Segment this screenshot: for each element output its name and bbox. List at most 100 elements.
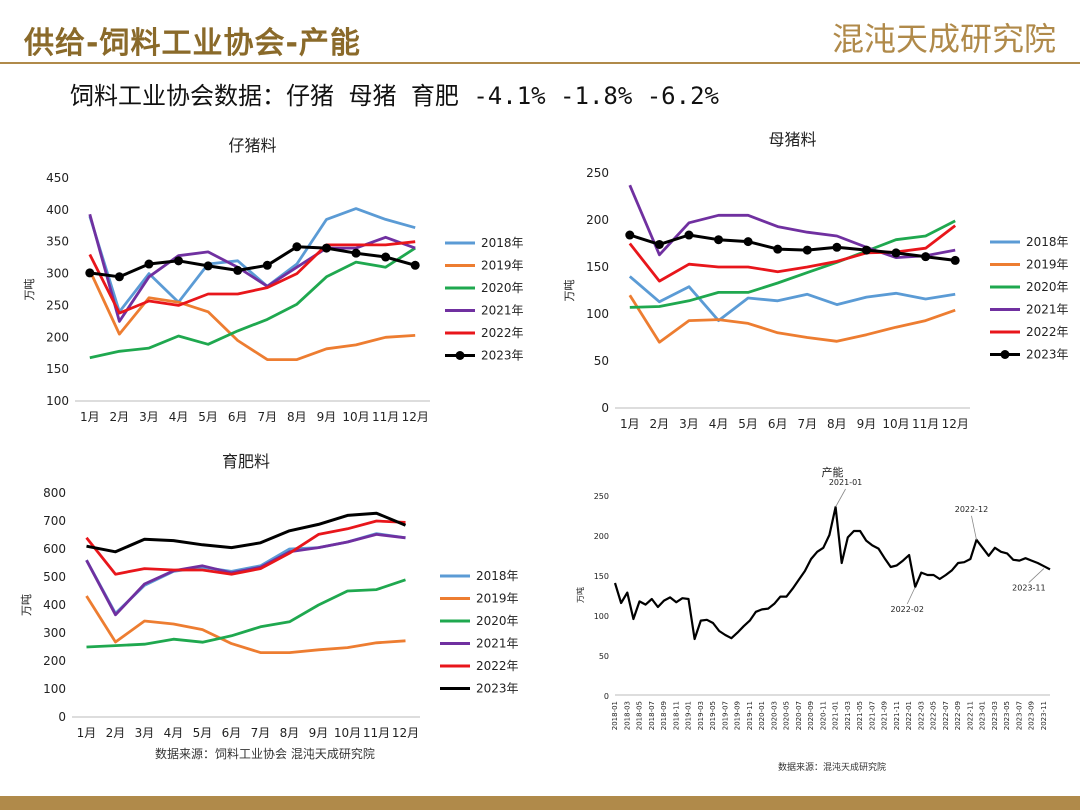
x-tick-label: 2023-01 <box>979 701 987 730</box>
x-tick-label: 2021-07 <box>868 701 876 730</box>
data-point <box>773 244 783 254</box>
legend-label: 2022年 <box>481 326 524 340</box>
x-tick-label: 10月 <box>334 726 361 740</box>
x-tick-label: 11月 <box>912 417 939 431</box>
series-line <box>88 240 416 315</box>
y-tick-label: 150 <box>594 572 609 581</box>
x-tick-label: 2020-01 <box>758 701 766 730</box>
x-tick-label: 2021-09 <box>881 701 889 730</box>
chart-title: 母猪料 <box>768 130 816 149</box>
series-line <box>629 219 956 309</box>
y-tick-label: 200 <box>594 532 609 541</box>
y-tick-label: 0 <box>58 710 66 724</box>
x-tick-label: 2018-05 <box>636 701 644 730</box>
annotation-leader <box>1028 568 1045 583</box>
slide-subtitle: 饲料工业协会数据：仔猪 母猪 育肥 -4.1% -1.8% -6.2% <box>70 82 719 110</box>
x-tick-label: 1月 <box>620 417 640 431</box>
series-line <box>628 224 957 283</box>
x-tick-label: 2023-09 <box>1028 701 1036 730</box>
data-point <box>174 256 184 266</box>
x-tick-label: 2019-03 <box>697 701 705 730</box>
x-tick-label: 4月 <box>169 410 189 424</box>
annotation-label: 2021-01 <box>829 478 862 487</box>
legend-label: 2022年 <box>476 659 519 673</box>
x-tick-label: 3月 <box>679 417 699 431</box>
data-point <box>321 243 331 253</box>
x-tick-label: 2020-09 <box>807 701 815 730</box>
legend-marker <box>455 351 465 360</box>
data-point <box>743 237 753 247</box>
x-tick-label: 2020-03 <box>770 701 778 730</box>
y-tick-label: 250 <box>586 166 609 180</box>
y-tick-label: 200 <box>46 330 69 344</box>
y-tick-label: 250 <box>594 492 609 501</box>
x-tick-label: 2023-07 <box>1015 701 1023 730</box>
x-tick-label: 5月 <box>738 417 758 431</box>
x-tick-label: 2022-03 <box>917 701 925 730</box>
x-tick-label: 6月 <box>228 410 248 424</box>
y-tick-label: 350 <box>46 235 69 249</box>
data-point <box>114 272 124 282</box>
y-tick-label: 100 <box>594 612 609 621</box>
x-tick-label: 1月 <box>80 410 100 424</box>
data-point <box>921 252 931 262</box>
series-line <box>85 595 406 655</box>
data-point <box>654 239 664 249</box>
legend-label: 2023年 <box>476 682 519 696</box>
x-tick-label: 2021-11 <box>893 701 901 730</box>
data-point <box>381 252 391 262</box>
x-tick-label: 12月 <box>402 410 429 424</box>
y-tick-label: 700 <box>43 514 66 528</box>
x-tick-label: 12月 <box>392 726 419 740</box>
x-tick-label: 2021-03 <box>844 701 852 730</box>
x-tick-label: 11月 <box>363 726 390 740</box>
x-tick-label: 4月 <box>164 726 184 740</box>
annotation-label: 2022-02 <box>890 605 923 614</box>
x-tick-label: 2018-07 <box>648 701 656 730</box>
x-tick-label: 10月 <box>882 417 909 431</box>
legend-label: 2023年 <box>481 349 524 363</box>
y-tick-label: 600 <box>43 542 66 556</box>
y-axis-label: 万吨 <box>563 280 576 302</box>
y-tick-label: 300 <box>43 626 66 640</box>
y-tick-label: 200 <box>43 654 66 668</box>
series-line <box>89 245 416 279</box>
x-tick-label: 12月 <box>942 417 969 431</box>
x-tick-label: 2020-07 <box>795 701 803 730</box>
y-axis-label: 万吨 <box>23 279 36 301</box>
series-line <box>86 511 407 554</box>
data-source-left: 数据来源：饲料工业协会 混沌天成研究院 <box>155 747 375 761</box>
series-line <box>89 246 416 360</box>
series-line <box>613 505 1051 641</box>
data-point <box>351 248 361 258</box>
x-tick-label: 2月 <box>110 410 130 424</box>
x-tick-label: 1月 <box>77 726 97 740</box>
data-point <box>950 255 960 265</box>
annotation-leader <box>906 586 916 605</box>
x-tick-label: 2020-11 <box>819 701 827 730</box>
x-tick-label: 2020-05 <box>783 701 791 730</box>
y-axis-label: 万吨 <box>575 587 585 603</box>
chart-title: 育肥料 <box>222 452 270 471</box>
legend-label: 2018年 <box>1026 235 1069 249</box>
x-tick-label: 2022-05 <box>930 701 938 730</box>
data-point <box>85 268 95 278</box>
x-tick-label: 2019-05 <box>709 701 717 730</box>
x-tick-label: 2月 <box>650 417 670 431</box>
series-line <box>86 578 406 649</box>
header-divider <box>0 62 1080 64</box>
x-tick-label: 2022-09 <box>954 701 962 730</box>
series-line <box>88 207 416 314</box>
x-tick-label: 2023-05 <box>1003 701 1011 730</box>
data-point <box>832 242 842 252</box>
x-tick-label: 2022-11 <box>966 701 974 730</box>
series-line <box>628 294 956 344</box>
footer-bar <box>0 796 1080 810</box>
legend-label: 2021年 <box>476 637 519 651</box>
data-point <box>802 245 812 255</box>
x-tick-label: 2018-09 <box>660 701 668 730</box>
legend-label: 2021年 <box>481 304 524 318</box>
x-tick-label: 2月 <box>106 726 126 740</box>
x-tick-label: 10月 <box>342 410 369 424</box>
legend-label: 2020年 <box>476 614 519 628</box>
